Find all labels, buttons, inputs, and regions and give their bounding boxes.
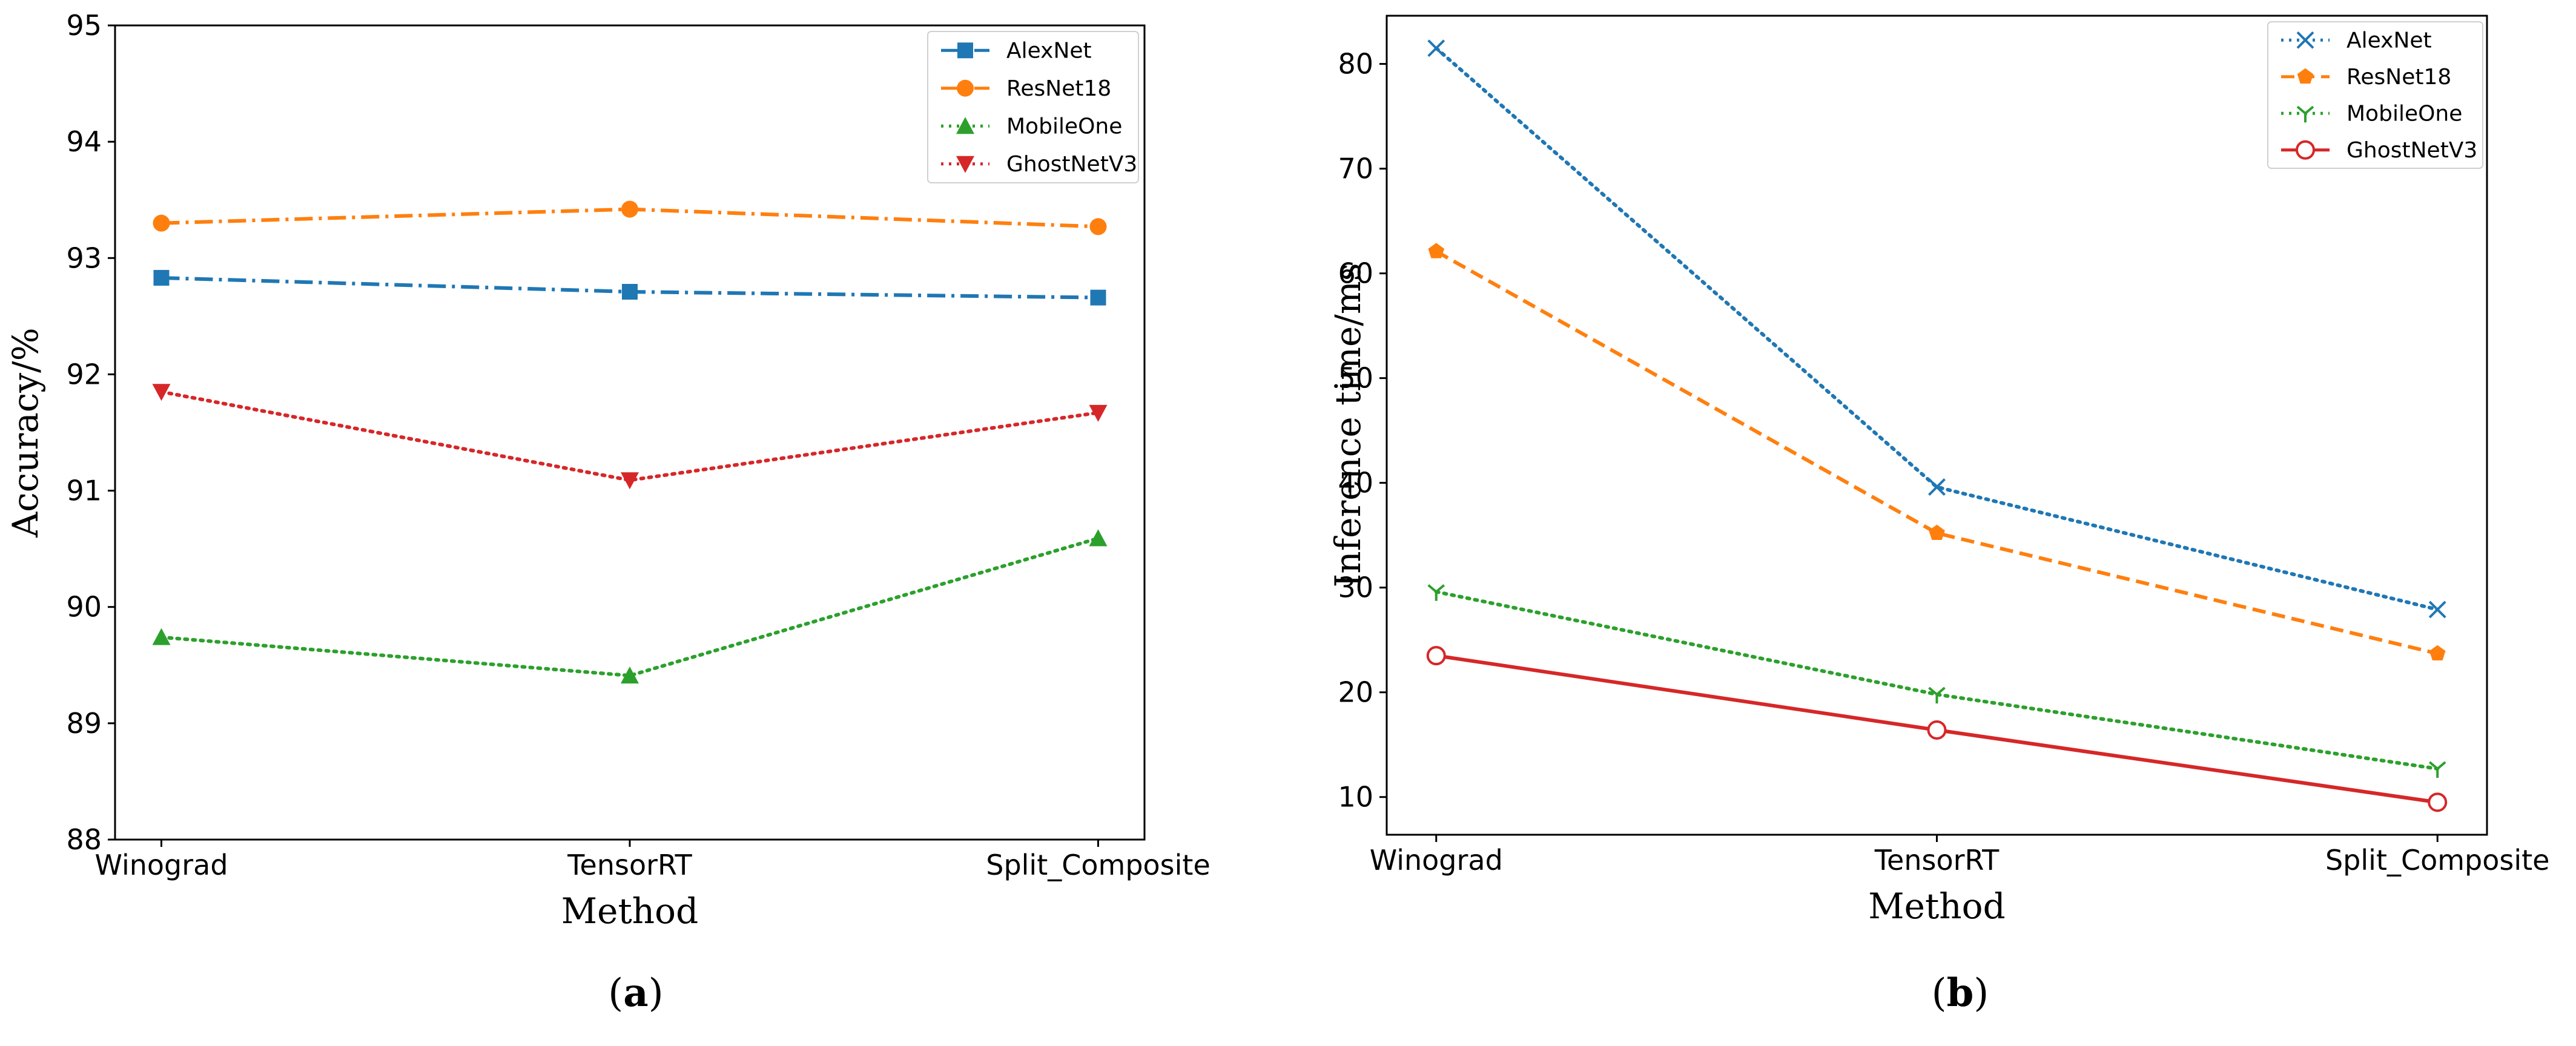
legend-label-alexnet: AlexNet: [2346, 28, 2432, 53]
legend-marker: [957, 42, 973, 59]
data-point: [1089, 529, 1108, 547]
series-line: [1435, 249, 2438, 656]
legend-label-mobileone: MobileOne: [1006, 114, 1122, 139]
series-line: [159, 390, 1100, 482]
data-point: [1426, 646, 1446, 666]
y-tick-label: 95: [66, 9, 102, 42]
x-tick-label: Split_Composite: [2325, 844, 2550, 877]
legend-label-ghostnetv3: GhostNetV3: [1006, 152, 1137, 177]
y-tick-label: 88: [66, 823, 102, 856]
y-tick-label: 60: [1338, 257, 1373, 290]
x-tick-label: TensorRT: [1874, 844, 2000, 877]
chart-panel-a: 88 89 90 91 92 93 94 95 Winograd TensorRT Split_Co…: [5, 9, 1210, 1016]
series-alexnet: [153, 269, 1106, 306]
x-tick-label: Split_Composite: [986, 849, 1210, 881]
data-point: [1928, 686, 1946, 704]
y-tick-label: 40: [1338, 467, 1373, 499]
legend-box: [2267, 21, 2483, 169]
series-line: [159, 536, 1100, 678]
series-mobileone: [152, 529, 1108, 684]
data-point: [152, 384, 171, 401]
y-tick-label: 93: [66, 242, 102, 274]
legend-marker: [957, 79, 974, 97]
series-line: [1434, 590, 2440, 771]
series-mobileone: [1427, 584, 2446, 778]
series-line: [1434, 46, 2440, 611]
data-point: [153, 214, 170, 232]
y-axis-label: Inference time/ms: [1327, 263, 1369, 587]
panel-label: (a): [608, 970, 663, 1016]
data-point: [2428, 600, 2446, 619]
y-tick-label: 80: [1338, 48, 1373, 81]
data-point: [621, 472, 639, 490]
y-tick-label: 90: [66, 591, 102, 623]
data-point: [1928, 478, 1946, 496]
panel-label: (b): [1932, 970, 1989, 1016]
x-tick-label: TensorRT: [567, 849, 692, 881]
series-ghostnetv3: [152, 384, 1108, 490]
y-tick-label: 89: [66, 707, 102, 740]
legend-label-resnet18: ResNet18: [1006, 76, 1111, 101]
series-ghostnetv3: [1426, 646, 2448, 812]
series-resnet18: [1428, 243, 2446, 660]
data-point: [1929, 524, 1945, 540]
legend-label-alexnet: AlexNet: [1006, 38, 1092, 63]
y-tick-label: 30: [1338, 571, 1373, 604]
y-tick-label: 92: [66, 358, 102, 390]
y-tick-label: 70: [1338, 153, 1373, 185]
data-point: [2428, 761, 2446, 778]
legend-marker: [2296, 105, 2314, 123]
y-axis-label: Accuracy/%: [5, 327, 46, 538]
data-point: [622, 284, 638, 300]
data-point: [1427, 39, 1445, 58]
data-point: [152, 628, 171, 645]
x-tick-label: Winograd: [94, 849, 228, 881]
legend-label-ghostnetv3: GhostNetV3: [2346, 138, 2477, 163]
data-point: [1427, 584, 1445, 601]
legend: AlexNet ResNet18 MobileOne GhostNetV3: [927, 31, 1139, 183]
data-point: [1927, 720, 1947, 740]
y-tick-label: 50: [1338, 362, 1373, 395]
legend-marker: [956, 117, 974, 134]
y-tick-label: 94: [66, 125, 102, 158]
series-resnet18: [153, 200, 1107, 235]
x-axis-label: Method: [561, 890, 698, 932]
legend-marker: [2297, 68, 2314, 84]
y-tick-label: 91: [66, 475, 102, 507]
y-tick-label: 20: [1338, 676, 1373, 709]
data-point: [1428, 243, 1445, 258]
legend-box: [927, 31, 1139, 183]
legend-marker: [956, 156, 974, 173]
x-axis-label: Method: [1868, 886, 2005, 927]
data-point: [1090, 289, 1106, 306]
legend: AlexNet ResNet18 MobileOne GhostNetV3: [2267, 21, 2483, 169]
legend-marker: [2296, 140, 2315, 160]
data-point: [153, 269, 170, 286]
x-tick-label: Winograd: [1370, 844, 1503, 877]
legend-marker: [2296, 31, 2314, 49]
data-point: [1089, 404, 1108, 422]
data-point: [2428, 792, 2448, 812]
data-point: [621, 666, 639, 684]
legend-label-resnet18: ResNet18: [2346, 65, 2451, 90]
y-tick-label: 10: [1338, 781, 1373, 814]
data-point: [1089, 218, 1107, 235]
data-point: [2429, 645, 2446, 660]
series-alexnet: [1427, 39, 2446, 619]
chart-panel-b: 10 20 30 40 50 60 70 80 Winograd TensorRT Split_Co…: [1327, 15, 2550, 1016]
data-point: [621, 200, 638, 218]
legend-label-mobileone: MobileOne: [2346, 101, 2462, 126]
